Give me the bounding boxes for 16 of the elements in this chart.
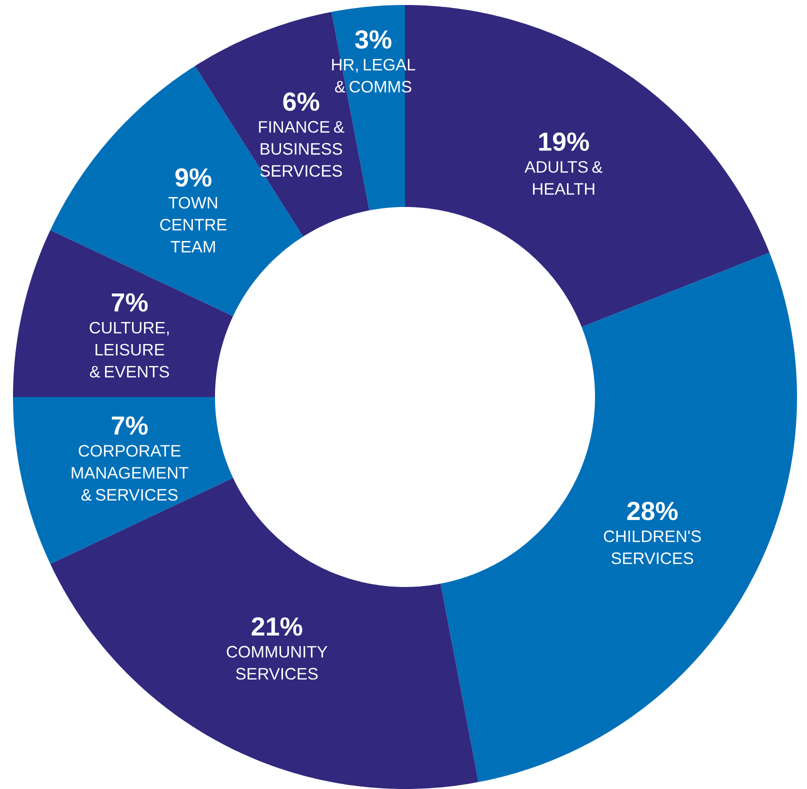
- slice-label: CORPORATE MANAGEMENT & SERVICES: [72, 444, 188, 501]
- data-label: 9%: [175, 168, 212, 187]
- data-label: 19%: [539, 132, 589, 151]
- data-label: 6%: [283, 92, 320, 111]
- data-label: 3%: [355, 30, 392, 49]
- slice-label: TOWN CENTRE TEAM: [160, 196, 226, 252]
- slice-label: ADULTS & HEALTH: [524, 161, 602, 195]
- slice-label: CHILDREN'S SERVICES: [604, 530, 701, 564]
- data-label: 7%: [112, 293, 148, 312]
- slice-label: COMMUNITY SERVICES: [226, 646, 328, 680]
- data-label: 21%: [252, 617, 302, 636]
- slice-label: FINANCE & BUSINESS SERVICES: [259, 121, 344, 177]
- slice-label: CULTURE, LEISURE & EVENTS: [90, 322, 169, 378]
- data-label: 28%: [627, 502, 678, 520]
- data-label: 7%: [112, 416, 148, 435]
- slice-label: HR, LEGAL & COMMS: [332, 58, 416, 93]
